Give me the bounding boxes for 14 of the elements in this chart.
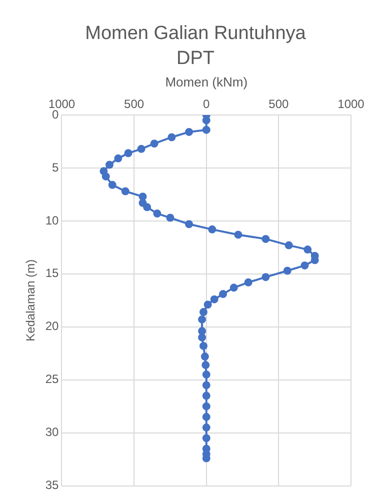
y-tick-label: 35 xyxy=(45,478,60,492)
y-tick-label: 10 xyxy=(45,214,60,228)
x-tick-label: 500 xyxy=(124,97,144,112)
y-tick-label: 25 xyxy=(45,372,60,387)
y-tick-label: 5 xyxy=(52,160,60,175)
y-tick-label: 20 xyxy=(45,320,60,334)
y-axis-title: Kedalaman (m) xyxy=(24,260,38,342)
x-tick-label: 500 xyxy=(268,97,290,112)
chart-title: Momen Galian Runtuhnya DPT xyxy=(84,22,307,71)
x-tick-label: 1000 xyxy=(338,97,365,112)
x-tick-label: 0 xyxy=(203,97,210,112)
y-tick-label: 15 xyxy=(45,266,60,281)
y-tick-label: 30 xyxy=(45,426,60,440)
x-axis-title: Momen (kNm) xyxy=(165,74,248,90)
